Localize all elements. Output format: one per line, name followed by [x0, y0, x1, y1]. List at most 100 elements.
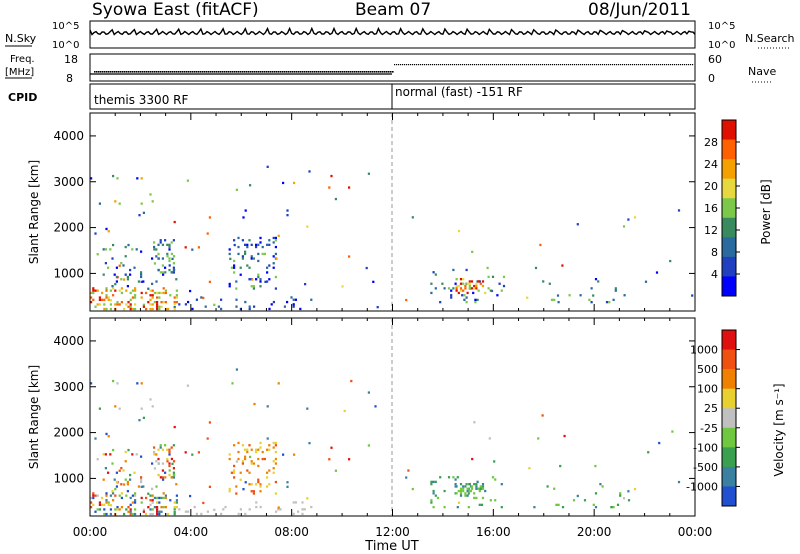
nave-point	[566, 64, 568, 66]
velocity-axis-ticks: 1000 2000 3000 4000	[53, 318, 696, 516]
velocity-heatmap-cells	[90, 368, 681, 516]
nave-point	[412, 64, 414, 66]
heatmap-cell	[614, 289, 617, 292]
heatmap-cell	[157, 448, 160, 451]
heatmap-cell	[612, 298, 615, 301]
nave-point	[446, 64, 448, 66]
heatmap-cell	[158, 305, 161, 308]
heatmap-cell	[478, 280, 481, 283]
freq-point	[270, 71, 272, 73]
heatmap-cell	[164, 496, 167, 500]
heatmap-cell	[127, 243, 130, 247]
freq-point	[242, 71, 244, 73]
heatmap-cell	[466, 291, 469, 295]
heatmap-cell	[142, 303, 145, 306]
heatmap-cell	[103, 298, 106, 301]
nave-point	[610, 64, 612, 66]
heatmap-cell	[257, 243, 260, 246]
heatmap-cell	[173, 512, 176, 516]
freq-point	[172, 71, 174, 73]
heatmap-cell	[158, 501, 161, 504]
heatmap-cell	[261, 252, 264, 256]
heatmap-cell	[158, 291, 161, 295]
heatmap-cell	[151, 296, 154, 299]
heatmap-cell	[116, 508, 119, 511]
heatmap-cell	[191, 453, 194, 456]
heatmap-cell	[235, 188, 238, 191]
nave-point	[650, 64, 652, 66]
heatmap-cell	[133, 266, 136, 269]
heatmap-cell	[142, 508, 145, 511]
heatmap-cell	[462, 289, 465, 292]
freq-point	[350, 71, 352, 73]
heatmap-cell	[488, 437, 491, 440]
nave-point	[424, 64, 426, 66]
heatmap-cell	[248, 239, 251, 242]
heatmap-cell	[161, 257, 164, 260]
heatmap-cell	[457, 284, 460, 288]
heatmap-cell	[140, 275, 143, 279]
heatmap-cell	[579, 294, 582, 297]
nave-point	[588, 64, 590, 66]
heatmap-cell	[161, 448, 164, 451]
heatmap-cell	[151, 512, 154, 516]
nave-point	[406, 64, 408, 66]
heatmap-cell	[208, 280, 211, 283]
heatmap-cell	[161, 462, 164, 465]
heatmap-cell	[461, 294, 464, 297]
heatmap-cell	[467, 492, 470, 495]
velocity-colorbar: 1000 500 100 25 -25 -100 -500 -1000	[686, 329, 740, 507]
heatmap-cell	[537, 437, 540, 440]
freq-point	[268, 71, 270, 73]
heatmap-cell	[251, 278, 254, 281]
heatmap-cell	[124, 255, 127, 258]
heatmap-cell	[257, 275, 260, 279]
colorbar-tick-label: 8	[711, 246, 718, 259]
heatmap-cell	[334, 469, 337, 472]
heatmap-cell	[301, 508, 304, 511]
title-station: Syowa East (fitACF)	[92, 0, 259, 20]
heatmap-cell	[465, 296, 468, 299]
nave-label: Nave	[748, 65, 776, 78]
heatmap-cell	[220, 307, 223, 311]
nave-point	[596, 64, 598, 66]
cpid-segment-1: themis 3300 RF	[94, 93, 188, 107]
heatmap-cell	[248, 471, 251, 474]
heatmap-cell	[274, 480, 277, 484]
title-date: 08/Jun/2011	[588, 0, 691, 20]
heatmap-cell	[153, 506, 156, 509]
freq-point	[176, 71, 178, 73]
freq-point	[126, 71, 128, 73]
freq-point	[358, 71, 360, 73]
heatmap-cell	[248, 305, 251, 308]
heatmap-cell	[459, 494, 463, 497]
heatmap-cell	[105, 227, 108, 231]
heatmap-cell	[151, 303, 154, 306]
heatmap-cell	[162, 506, 165, 509]
freq-point	[262, 71, 264, 73]
nave-point	[564, 64, 566, 66]
heatmap-cell	[131, 289, 134, 292]
heatmap-cell	[478, 503, 481, 506]
nave-point	[436, 64, 438, 66]
heatmap-cell	[103, 307, 106, 311]
freq-point	[218, 71, 220, 73]
heatmap-cell	[542, 280, 545, 283]
heatmap-cell	[103, 303, 106, 306]
heatmap-cell	[134, 492, 137, 495]
heatmap-cell	[90, 506, 93, 509]
heatmap-cell	[475, 487, 478, 490]
nave-point	[682, 64, 684, 66]
heatmap-cell	[147, 287, 150, 290]
heatmap-cell	[151, 307, 154, 311]
y-tick-label: 3000	[53, 175, 84, 189]
freq-point	[258, 71, 260, 73]
heatmap-cell	[475, 485, 478, 488]
heatmap-cell	[129, 291, 132, 295]
heatmap-cell	[481, 483, 485, 486]
heatmap-cell	[92, 503, 95, 506]
heatmap-cell	[480, 503, 484, 506]
nave-tick-top: 60	[708, 53, 722, 66]
heatmap-cell	[266, 165, 269, 168]
